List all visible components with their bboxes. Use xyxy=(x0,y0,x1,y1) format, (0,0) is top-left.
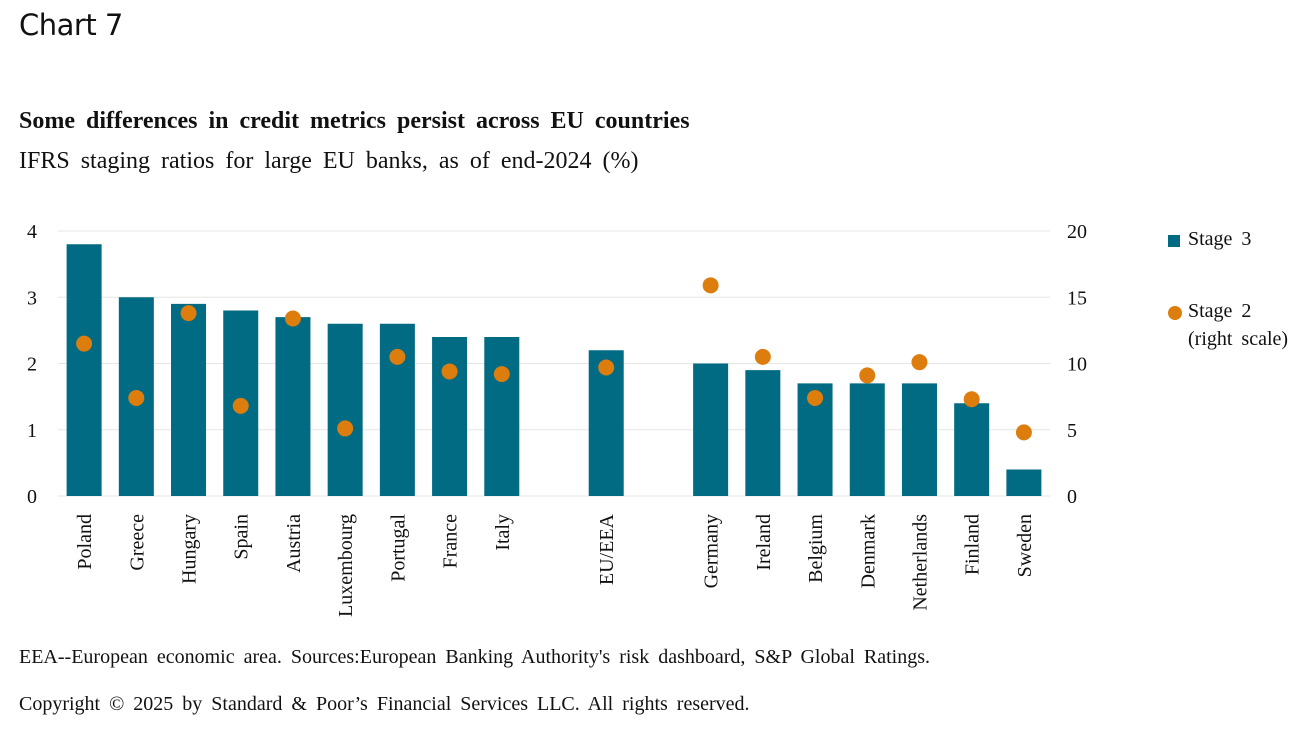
x-tick-label: France xyxy=(440,514,462,569)
x-tick-label: Austria xyxy=(283,514,305,573)
dot-stage2 xyxy=(598,359,615,376)
bar-stage3 xyxy=(745,370,781,496)
x-tick-label: Sweden xyxy=(1014,514,1036,577)
chart-subtitle: IFRS staging ratios for large EU banks, … xyxy=(19,148,639,174)
y-right-tick-label: 15 xyxy=(1067,287,1087,309)
x-tick-label: EU/EEA xyxy=(596,513,618,585)
dot-stage2 xyxy=(76,335,93,352)
legend-stage3-swatch xyxy=(1168,235,1180,247)
bar-stage3 xyxy=(66,244,102,496)
legend-stage2-label: Stage 2 xyxy=(1188,300,1252,322)
y-right-tick-label: 0 xyxy=(1067,486,1077,508)
dot-stage2 xyxy=(702,277,719,294)
x-tick-label: Netherlands xyxy=(909,514,931,611)
y-left-tick-label: 4 xyxy=(27,221,37,243)
dot-stage2 xyxy=(337,420,354,437)
dot-stage2 xyxy=(389,348,406,365)
bar-stage3 xyxy=(954,403,990,496)
y-right-tick-label: 5 xyxy=(1067,420,1077,442)
bar-stage3 xyxy=(275,317,311,496)
dot-stage2 xyxy=(493,366,510,383)
bar-stage3 xyxy=(484,337,520,496)
x-tick-label: Belgium xyxy=(805,514,827,583)
y-left-tick-label: 3 xyxy=(27,287,37,309)
bar-stage3 xyxy=(327,323,363,496)
bar-stage3 xyxy=(432,337,468,496)
footnote: EEA--European economic area. Sources:Eur… xyxy=(19,646,931,668)
bar-stage3 xyxy=(1006,469,1042,496)
y-left-tick-label: 0 xyxy=(27,486,37,508)
x-tick-label: Italy xyxy=(492,514,514,551)
dot-stage2 xyxy=(232,397,249,414)
dot-stage2 xyxy=(963,391,980,408)
bar-stage3 xyxy=(171,303,207,496)
x-tick-label: Portugal xyxy=(387,514,409,582)
legend-stage3-label: Stage 3 xyxy=(1188,228,1252,250)
chart-number: Chart 7 xyxy=(19,8,123,42)
dot-stage2 xyxy=(284,310,301,327)
x-tick-label: Luxembourg xyxy=(335,514,357,617)
x-tick-label: Spain xyxy=(231,514,253,560)
y-right-tick-label: 20 xyxy=(1067,221,1087,243)
bar-stage3 xyxy=(693,363,729,496)
x-tick-label: Hungary xyxy=(179,514,201,584)
bar-stage3 xyxy=(901,383,937,496)
x-tick-label: Greece xyxy=(126,514,148,571)
x-tick-label: Poland xyxy=(74,514,96,570)
chart-svg: 0 1 2 3 4 0 5 10 15 20 Poland Greece Hungary Spain Aus… xyxy=(27,221,1087,617)
dot-stage2 xyxy=(1015,424,1032,441)
x-tick-label: Germany xyxy=(701,514,723,588)
legend-stage2-swatch xyxy=(1168,306,1182,320)
y-left-tick-label: 2 xyxy=(27,354,37,376)
dot-stage2 xyxy=(807,389,824,406)
chart-title: Some differences in credit metrics persi… xyxy=(19,108,690,134)
dot-stage2 xyxy=(441,363,458,380)
legend-stage2-sublabel: (right scale) xyxy=(1188,328,1289,350)
dot-stage2 xyxy=(911,354,928,371)
y-left-tick-label: 1 xyxy=(27,420,37,442)
x-tick-label: Denmark xyxy=(857,514,879,588)
dot-stage2 xyxy=(128,389,145,406)
copyright: Copyright © 2025 by Standard & Poor’s Fi… xyxy=(19,693,750,715)
x-tick-label: Finland xyxy=(962,514,984,575)
dot-stage2 xyxy=(754,348,771,365)
bar-stage3 xyxy=(849,383,885,496)
dot-stage2 xyxy=(180,305,197,322)
x-tick-label: Ireland xyxy=(753,514,775,571)
y-right-tick-label: 10 xyxy=(1067,354,1087,376)
dot-stage2 xyxy=(859,367,876,384)
